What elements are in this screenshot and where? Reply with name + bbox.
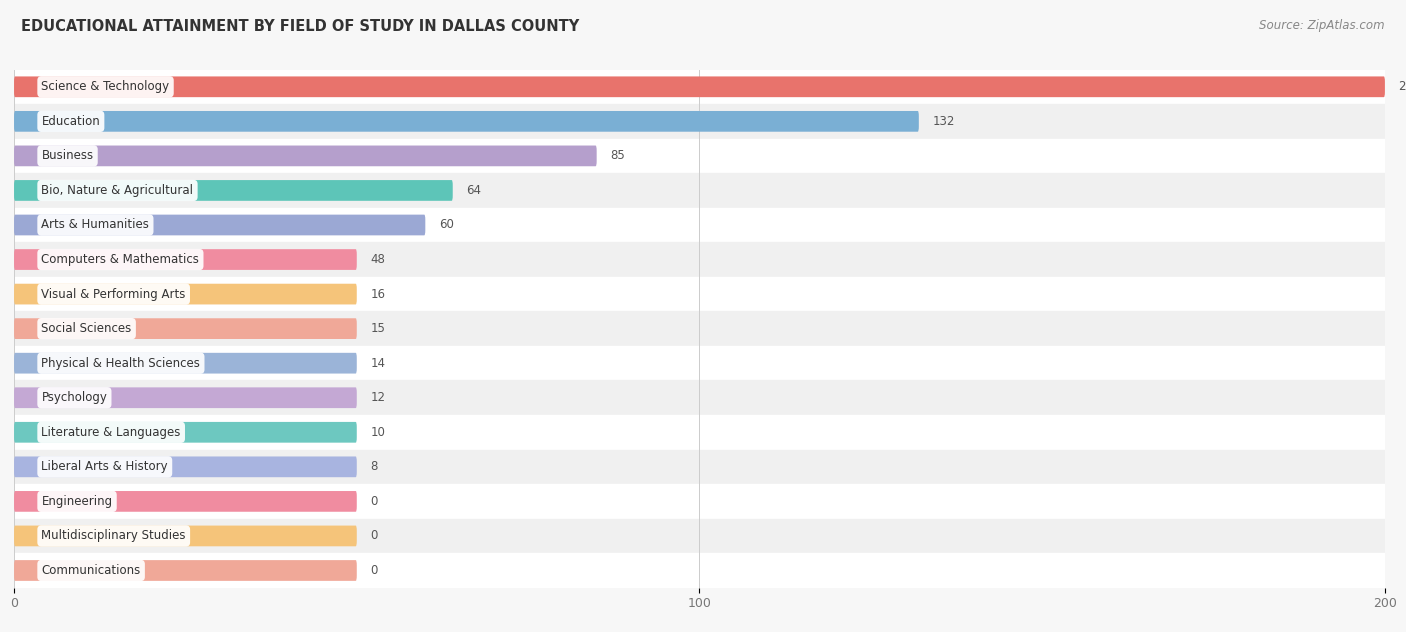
- Text: 10: 10: [371, 426, 385, 439]
- FancyBboxPatch shape: [14, 249, 357, 270]
- FancyBboxPatch shape: [14, 353, 357, 374]
- Text: 60: 60: [439, 219, 454, 231]
- Bar: [14, 208, 1385, 242]
- Text: 15: 15: [371, 322, 385, 335]
- Circle shape: [24, 460, 27, 474]
- Circle shape: [24, 218, 27, 232]
- FancyBboxPatch shape: [14, 319, 357, 339]
- Text: 0: 0: [371, 495, 378, 508]
- Circle shape: [24, 564, 27, 578]
- Text: Education: Education: [42, 115, 100, 128]
- FancyBboxPatch shape: [14, 456, 357, 477]
- Text: 0: 0: [371, 564, 378, 577]
- Bar: [14, 484, 1385, 519]
- Text: 64: 64: [467, 184, 481, 197]
- FancyBboxPatch shape: [14, 387, 357, 408]
- FancyBboxPatch shape: [14, 76, 1385, 97]
- Bar: [14, 242, 1385, 277]
- Text: 14: 14: [371, 356, 385, 370]
- Text: Bio, Nature & Agricultural: Bio, Nature & Agricultural: [42, 184, 194, 197]
- Text: Source: ZipAtlas.com: Source: ZipAtlas.com: [1260, 19, 1385, 32]
- Text: Psychology: Psychology: [42, 391, 107, 404]
- FancyBboxPatch shape: [14, 422, 357, 442]
- Circle shape: [24, 494, 27, 508]
- Bar: [14, 104, 1385, 138]
- Text: 12: 12: [371, 391, 385, 404]
- Text: Communications: Communications: [42, 564, 141, 577]
- Circle shape: [24, 391, 27, 404]
- FancyBboxPatch shape: [14, 145, 596, 166]
- Bar: [14, 173, 1385, 208]
- Bar: [14, 415, 1385, 449]
- Circle shape: [24, 287, 27, 301]
- Text: 0: 0: [371, 530, 378, 542]
- Circle shape: [24, 80, 27, 94]
- FancyBboxPatch shape: [14, 560, 357, 581]
- Circle shape: [24, 253, 27, 267]
- FancyBboxPatch shape: [14, 526, 357, 546]
- Text: Liberal Arts & History: Liberal Arts & History: [42, 460, 169, 473]
- Text: Literature & Languages: Literature & Languages: [42, 426, 181, 439]
- Bar: [14, 277, 1385, 312]
- Bar: [14, 553, 1385, 588]
- Circle shape: [24, 114, 27, 128]
- Circle shape: [24, 322, 27, 336]
- FancyBboxPatch shape: [14, 111, 920, 131]
- FancyBboxPatch shape: [14, 284, 357, 305]
- Text: 48: 48: [371, 253, 385, 266]
- Circle shape: [24, 356, 27, 370]
- Text: 8: 8: [371, 460, 378, 473]
- Bar: [14, 519, 1385, 553]
- Text: 200: 200: [1399, 80, 1406, 94]
- Circle shape: [24, 529, 27, 543]
- Bar: [14, 312, 1385, 346]
- Text: EDUCATIONAL ATTAINMENT BY FIELD OF STUDY IN DALLAS COUNTY: EDUCATIONAL ATTAINMENT BY FIELD OF STUDY…: [21, 19, 579, 34]
- Text: Social Sciences: Social Sciences: [42, 322, 132, 335]
- Text: Arts & Humanities: Arts & Humanities: [42, 219, 149, 231]
- FancyBboxPatch shape: [14, 491, 357, 512]
- Bar: [14, 449, 1385, 484]
- Circle shape: [24, 149, 27, 163]
- Circle shape: [24, 425, 27, 439]
- Text: Business: Business: [42, 149, 94, 162]
- Text: Multidisciplinary Studies: Multidisciplinary Studies: [42, 530, 186, 542]
- Text: Visual & Performing Arts: Visual & Performing Arts: [42, 288, 186, 301]
- Text: 85: 85: [610, 149, 626, 162]
- Text: Computers & Mathematics: Computers & Mathematics: [42, 253, 200, 266]
- Text: 16: 16: [371, 288, 385, 301]
- Bar: [14, 380, 1385, 415]
- Bar: [14, 70, 1385, 104]
- Circle shape: [24, 183, 27, 197]
- Bar: [14, 138, 1385, 173]
- FancyBboxPatch shape: [14, 180, 453, 201]
- Text: Engineering: Engineering: [42, 495, 112, 508]
- Bar: [14, 346, 1385, 380]
- Text: Physical & Health Sciences: Physical & Health Sciences: [42, 356, 200, 370]
- Text: 132: 132: [932, 115, 955, 128]
- Text: Science & Technology: Science & Technology: [42, 80, 170, 94]
- FancyBboxPatch shape: [14, 215, 425, 235]
